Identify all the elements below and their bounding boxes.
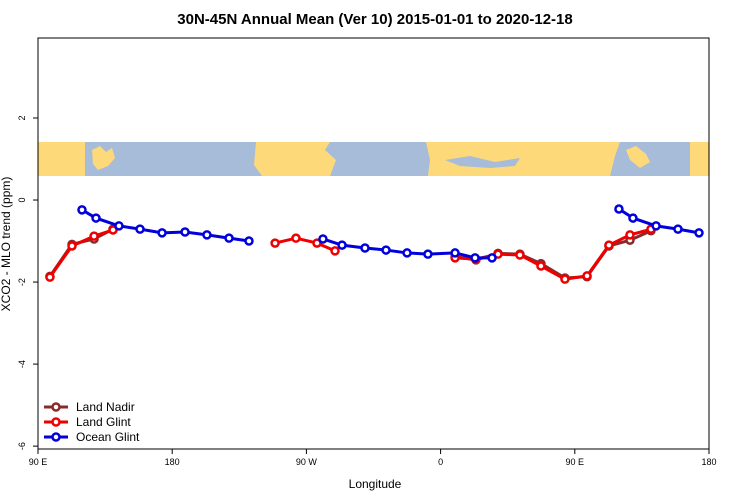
y-tick-label: -6 bbox=[17, 442, 27, 450]
x-tick-label: 90 E bbox=[566, 457, 585, 467]
series-line bbox=[81, 208, 250, 243]
point bbox=[337, 240, 347, 250]
point bbox=[312, 238, 322, 248]
point bbox=[402, 248, 412, 258]
map-strip bbox=[38, 142, 709, 176]
point bbox=[270, 238, 280, 248]
legend-marker bbox=[51, 432, 61, 442]
y-tick-label: -4 bbox=[17, 360, 27, 368]
plot-frame bbox=[37, 37, 710, 450]
x-tick-label: 0 bbox=[438, 457, 443, 467]
x-tick-label: 180 bbox=[701, 457, 716, 467]
legend-marker bbox=[51, 417, 61, 427]
point bbox=[487, 253, 497, 263]
point bbox=[625, 230, 635, 240]
point bbox=[515, 250, 525, 260]
point bbox=[135, 224, 145, 234]
x-tick-label: 180 bbox=[165, 457, 180, 467]
point bbox=[45, 272, 55, 282]
point bbox=[604, 240, 614, 250]
point bbox=[614, 204, 624, 214]
x-axis-label: Longitude bbox=[349, 477, 402, 491]
point bbox=[318, 234, 328, 244]
point bbox=[89, 231, 99, 241]
point bbox=[114, 221, 124, 231]
point bbox=[560, 274, 570, 284]
legend-label: Land Glint bbox=[76, 415, 131, 429]
point bbox=[381, 245, 391, 255]
point bbox=[330, 246, 340, 256]
point bbox=[651, 221, 661, 231]
point bbox=[423, 249, 433, 259]
legend-label: Ocean Glint bbox=[76, 430, 140, 444]
point bbox=[673, 224, 683, 234]
y-axis-label: XCO2 - MLO trend (ppm) bbox=[0, 177, 13, 312]
series-line bbox=[454, 227, 652, 281]
point bbox=[202, 230, 212, 240]
point bbox=[157, 228, 167, 238]
y-tick-label: -2 bbox=[17, 278, 27, 286]
point bbox=[536, 261, 546, 271]
x-tick-label: 90 W bbox=[296, 457, 318, 467]
chart-title: 30N-45N Annual Mean (Ver 10) 2015-01-01 … bbox=[177, 11, 572, 28]
point bbox=[694, 228, 704, 238]
point bbox=[470, 253, 480, 263]
point bbox=[108, 225, 118, 235]
legend-label: Land Nadir bbox=[76, 400, 135, 414]
series-line bbox=[48, 227, 114, 278]
y-tick-label: 2 bbox=[17, 115, 27, 120]
point bbox=[180, 227, 190, 237]
series-line bbox=[274, 236, 336, 253]
point bbox=[582, 271, 592, 281]
point bbox=[628, 213, 638, 223]
point bbox=[91, 213, 101, 223]
point bbox=[224, 233, 234, 243]
point bbox=[244, 236, 254, 246]
point bbox=[67, 241, 77, 251]
x-tick-label: 90 E bbox=[29, 457, 48, 467]
point bbox=[450, 248, 460, 258]
point bbox=[360, 243, 370, 253]
series-line bbox=[48, 228, 114, 279]
point bbox=[291, 233, 301, 243]
y-tick-label: 0 bbox=[17, 198, 27, 203]
point bbox=[77, 205, 87, 215]
legend-marker bbox=[51, 402, 61, 412]
